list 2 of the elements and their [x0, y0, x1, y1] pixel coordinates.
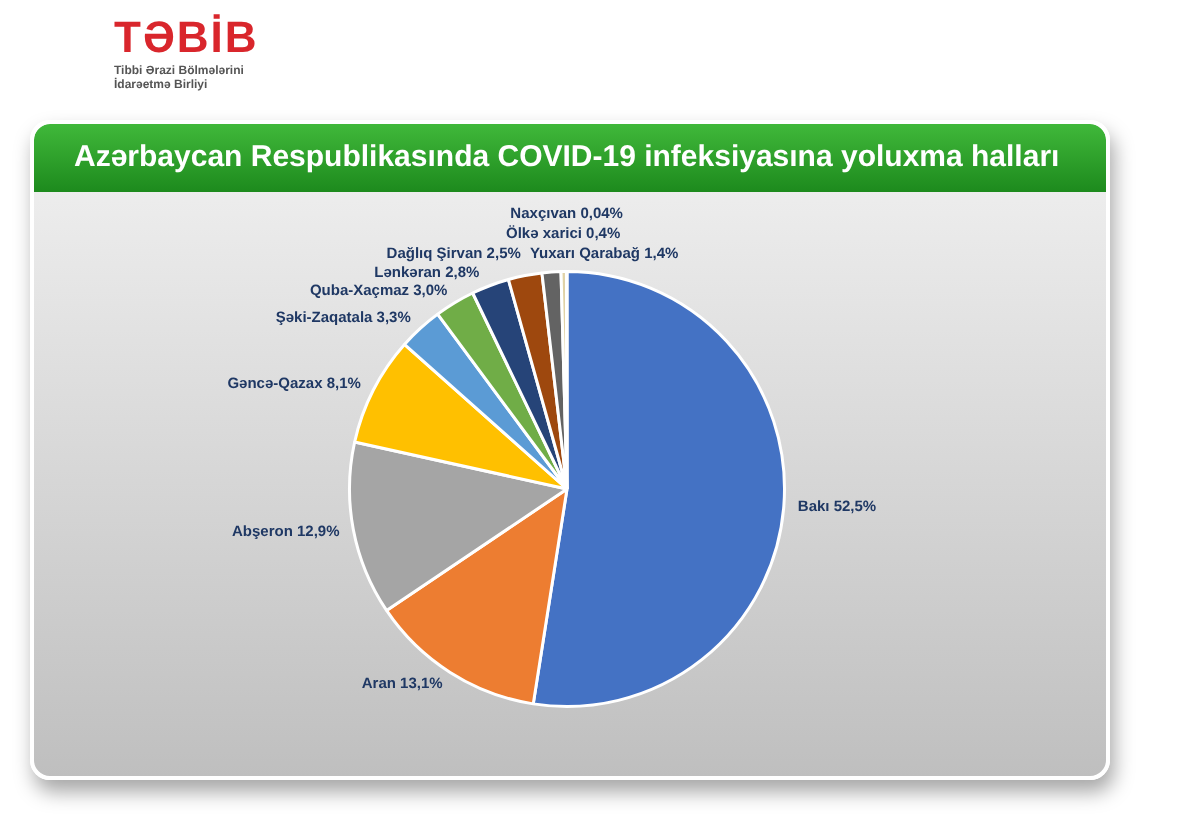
text: TƏBİB	[114, 12, 259, 64]
chart-title: Azərbaycan Respublikasında COVID-19 infeksiyasına yoluxma halları	[74, 140, 1060, 176]
